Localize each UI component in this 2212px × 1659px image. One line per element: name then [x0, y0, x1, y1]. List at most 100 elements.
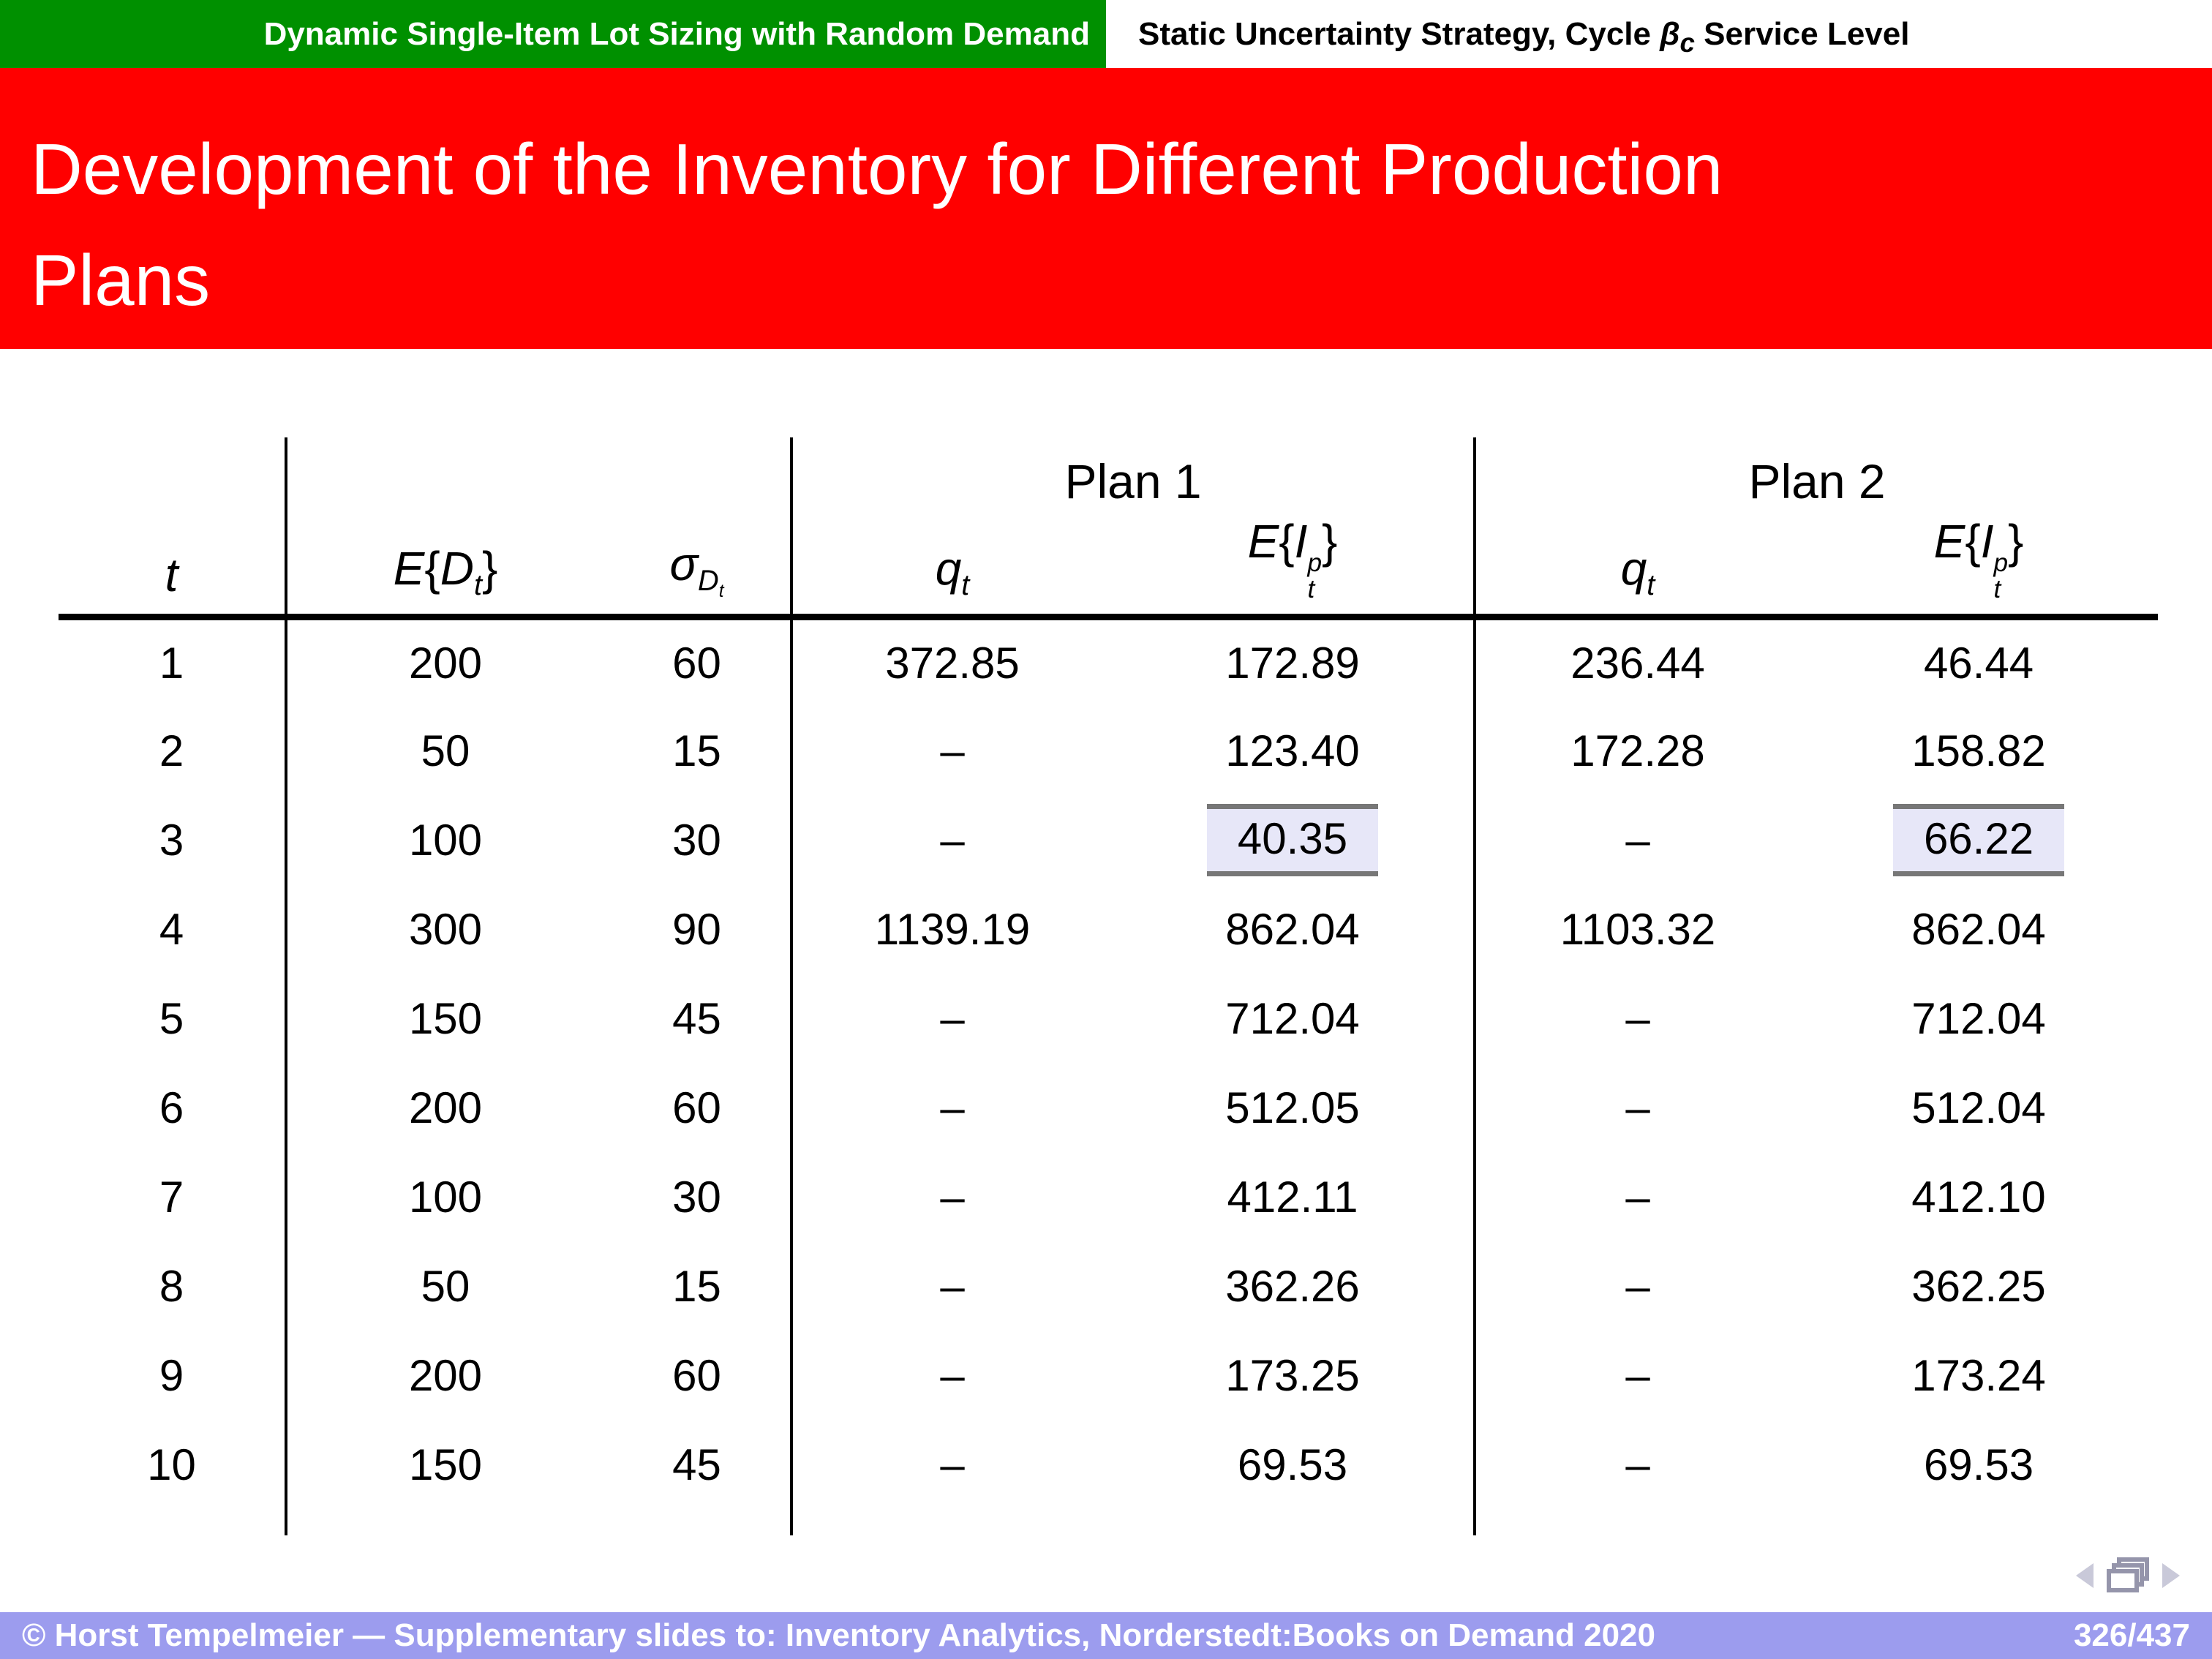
cell-i1: 40.35	[1112, 795, 1477, 885]
cell-q1: –	[940, 993, 965, 1043]
col-header-sd: σDt	[603, 514, 793, 620]
cell-i1: 412.11	[1112, 1152, 1477, 1242]
table-row: 10 150 45 – 69.53 – 69.53	[59, 1420, 2158, 1510]
cell-q1: 1139.19	[874, 904, 1031, 954]
empty-cell	[59, 437, 287, 514]
table-row: 1 200 60 372.85 172.89 236.44 46.44	[59, 617, 2158, 707]
cell-i1: 69.53	[1112, 1420, 1477, 1510]
page-number: 326/437	[2073, 1617, 2190, 1653]
cell-i2: 158.82	[1911, 726, 2046, 775]
header-bar: Dynamic Single-Item Lot Sizing with Rand…	[0, 0, 2212, 68]
highlighted-value: 40.35	[1206, 803, 1379, 876]
table-spacer-row	[59, 1509, 2158, 1536]
cell-ed: 200	[408, 1350, 483, 1400]
cell-ed: 200	[408, 1083, 483, 1132]
cell-i1: 712.04	[1112, 974, 1477, 1064]
cell-sd: 45	[603, 974, 793, 1064]
cell-ed: 50	[421, 726, 470, 775]
footer-copyright-text: © Horst Tempelmeier — Supplementary slid…	[22, 1617, 1655, 1653]
cell-q2: –	[1625, 1172, 1650, 1222]
cell-sd: 60	[603, 617, 793, 707]
cell-i2: 862.04	[1911, 904, 2046, 954]
cell-sd: 90	[603, 884, 793, 974]
cell-sd: 60	[603, 1063, 793, 1153]
cell-sd: 60	[603, 1331, 793, 1421]
table-row: 7 100 30 – 412.11 – 412.10	[59, 1152, 2158, 1242]
inventory-table: Plan 1 Plan 2 t E{Dt} σDt qt E{I p t} qt E…	[59, 437, 2159, 1536]
cell-sd: 30	[603, 1152, 793, 1242]
cell-t: 10	[59, 1420, 287, 1510]
cell-i2: 512.04	[1911, 1083, 2046, 1132]
cell-i1: 512.05	[1112, 1063, 1477, 1153]
col-header-i2: E{I p t}	[1799, 514, 2159, 620]
cell-t: 3	[59, 795, 287, 885]
spacer-cell	[603, 1509, 793, 1536]
cell-t: 7	[59, 1152, 287, 1242]
col-header-ed: E{Dt}	[286, 514, 603, 620]
cell-sd: 15	[603, 706, 793, 796]
cell-i1: 173.25	[1112, 1331, 1477, 1421]
col-header-q2: qt	[1475, 514, 1800, 620]
cell-q2: –	[1625, 815, 1650, 865]
cell-t: 9	[59, 1331, 287, 1421]
cell-q2: 236.44	[1570, 639, 1705, 688]
page-title-line2: Plans	[31, 240, 211, 320]
cell-q2: –	[1625, 993, 1650, 1043]
title-band: Development of the Inventory for Differe…	[0, 68, 2212, 349]
cell-i2: 173.24	[1911, 1350, 2046, 1400]
spacer-cell	[1475, 1509, 1799, 1535]
nav-forward-icon[interactable]	[2162, 1563, 2180, 1588]
empty-cell	[286, 437, 603, 514]
cell-i2: 66.22	[1799, 795, 2158, 884]
cell-q2: 1103.32	[1560, 904, 1716, 954]
cell-q1: –	[940, 1350, 965, 1400]
cell-q1: –	[940, 815, 965, 865]
cell-q1: 372.85	[885, 639, 1020, 688]
table-row: 9 200 60 – 173.25 – 173.24	[59, 1331, 2158, 1421]
cell-ed: 150	[408, 993, 483, 1043]
cell-q1: –	[940, 1083, 965, 1132]
plan2-header: Plan 2	[1748, 454, 1886, 508]
cell-q2: 172.28	[1570, 726, 1705, 775]
spacer-cell	[286, 1509, 603, 1535]
cell-q1: –	[940, 1261, 965, 1311]
cell-ed: 50	[421, 1261, 470, 1311]
cell-q1: –	[940, 1440, 965, 1489]
section-title: Dynamic Single-Item Lot Sizing with Rand…	[0, 0, 1106, 68]
subsection-title: Static Uncertainty Strategy, Cycle βc Se…	[1106, 0, 2212, 68]
spacer-cell	[1799, 1509, 2158, 1535]
cell-i2: 46.44	[1923, 639, 2034, 688]
cell-q2: –	[1625, 1261, 1650, 1311]
spacer-cell	[791, 1509, 1112, 1535]
plan-header-row: Plan 1 Plan 2	[59, 437, 2158, 514]
cell-sd: 30	[603, 795, 793, 885]
nav-back-icon[interactable]	[2076, 1563, 2094, 1588]
col-header-t: t	[59, 514, 287, 620]
cell-sd: 45	[603, 1420, 793, 1510]
cell-t: 4	[59, 884, 287, 974]
table-row: 5 150 45 – 712.04 – 712.04	[59, 974, 2158, 1064]
cell-ed: 100	[408, 1172, 483, 1222]
cell-t: 8	[59, 1241, 287, 1331]
cell-i1: 362.26	[1112, 1241, 1477, 1331]
col-header-q1: qt	[791, 514, 1112, 620]
spacer-cell	[59, 1509, 287, 1536]
cell-q2: –	[1625, 1440, 1650, 1489]
cell-t: 6	[59, 1063, 287, 1153]
cell-t: 1	[59, 617, 287, 707]
nav-frames-icon[interactable]	[2107, 1557, 2149, 1594]
cell-ed: 100	[408, 815, 483, 865]
cell-sd: 15	[603, 1241, 793, 1331]
cell-t: 5	[59, 974, 287, 1064]
cell-i2: 69.53	[1923, 1440, 2034, 1489]
footer-bar: © Horst Tempelmeier — Supplementary slid…	[0, 1612, 2212, 1659]
table-row: 6 200 60 – 512.05 – 512.04	[59, 1063, 2158, 1153]
table-row: 4 300 90 1139.19 862.04 1103.32 862.04	[59, 884, 2158, 974]
cell-i1: 862.04	[1112, 884, 1477, 974]
cell-i2: 362.25	[1911, 1261, 2046, 1311]
cell-q1: –	[940, 726, 965, 775]
highlighted-value: 66.22	[1892, 803, 2065, 876]
page-title-line1: Development of the Inventory for Differe…	[31, 129, 1723, 209]
cell-i1: 123.40	[1112, 706, 1477, 796]
cell-t: 2	[59, 706, 287, 796]
